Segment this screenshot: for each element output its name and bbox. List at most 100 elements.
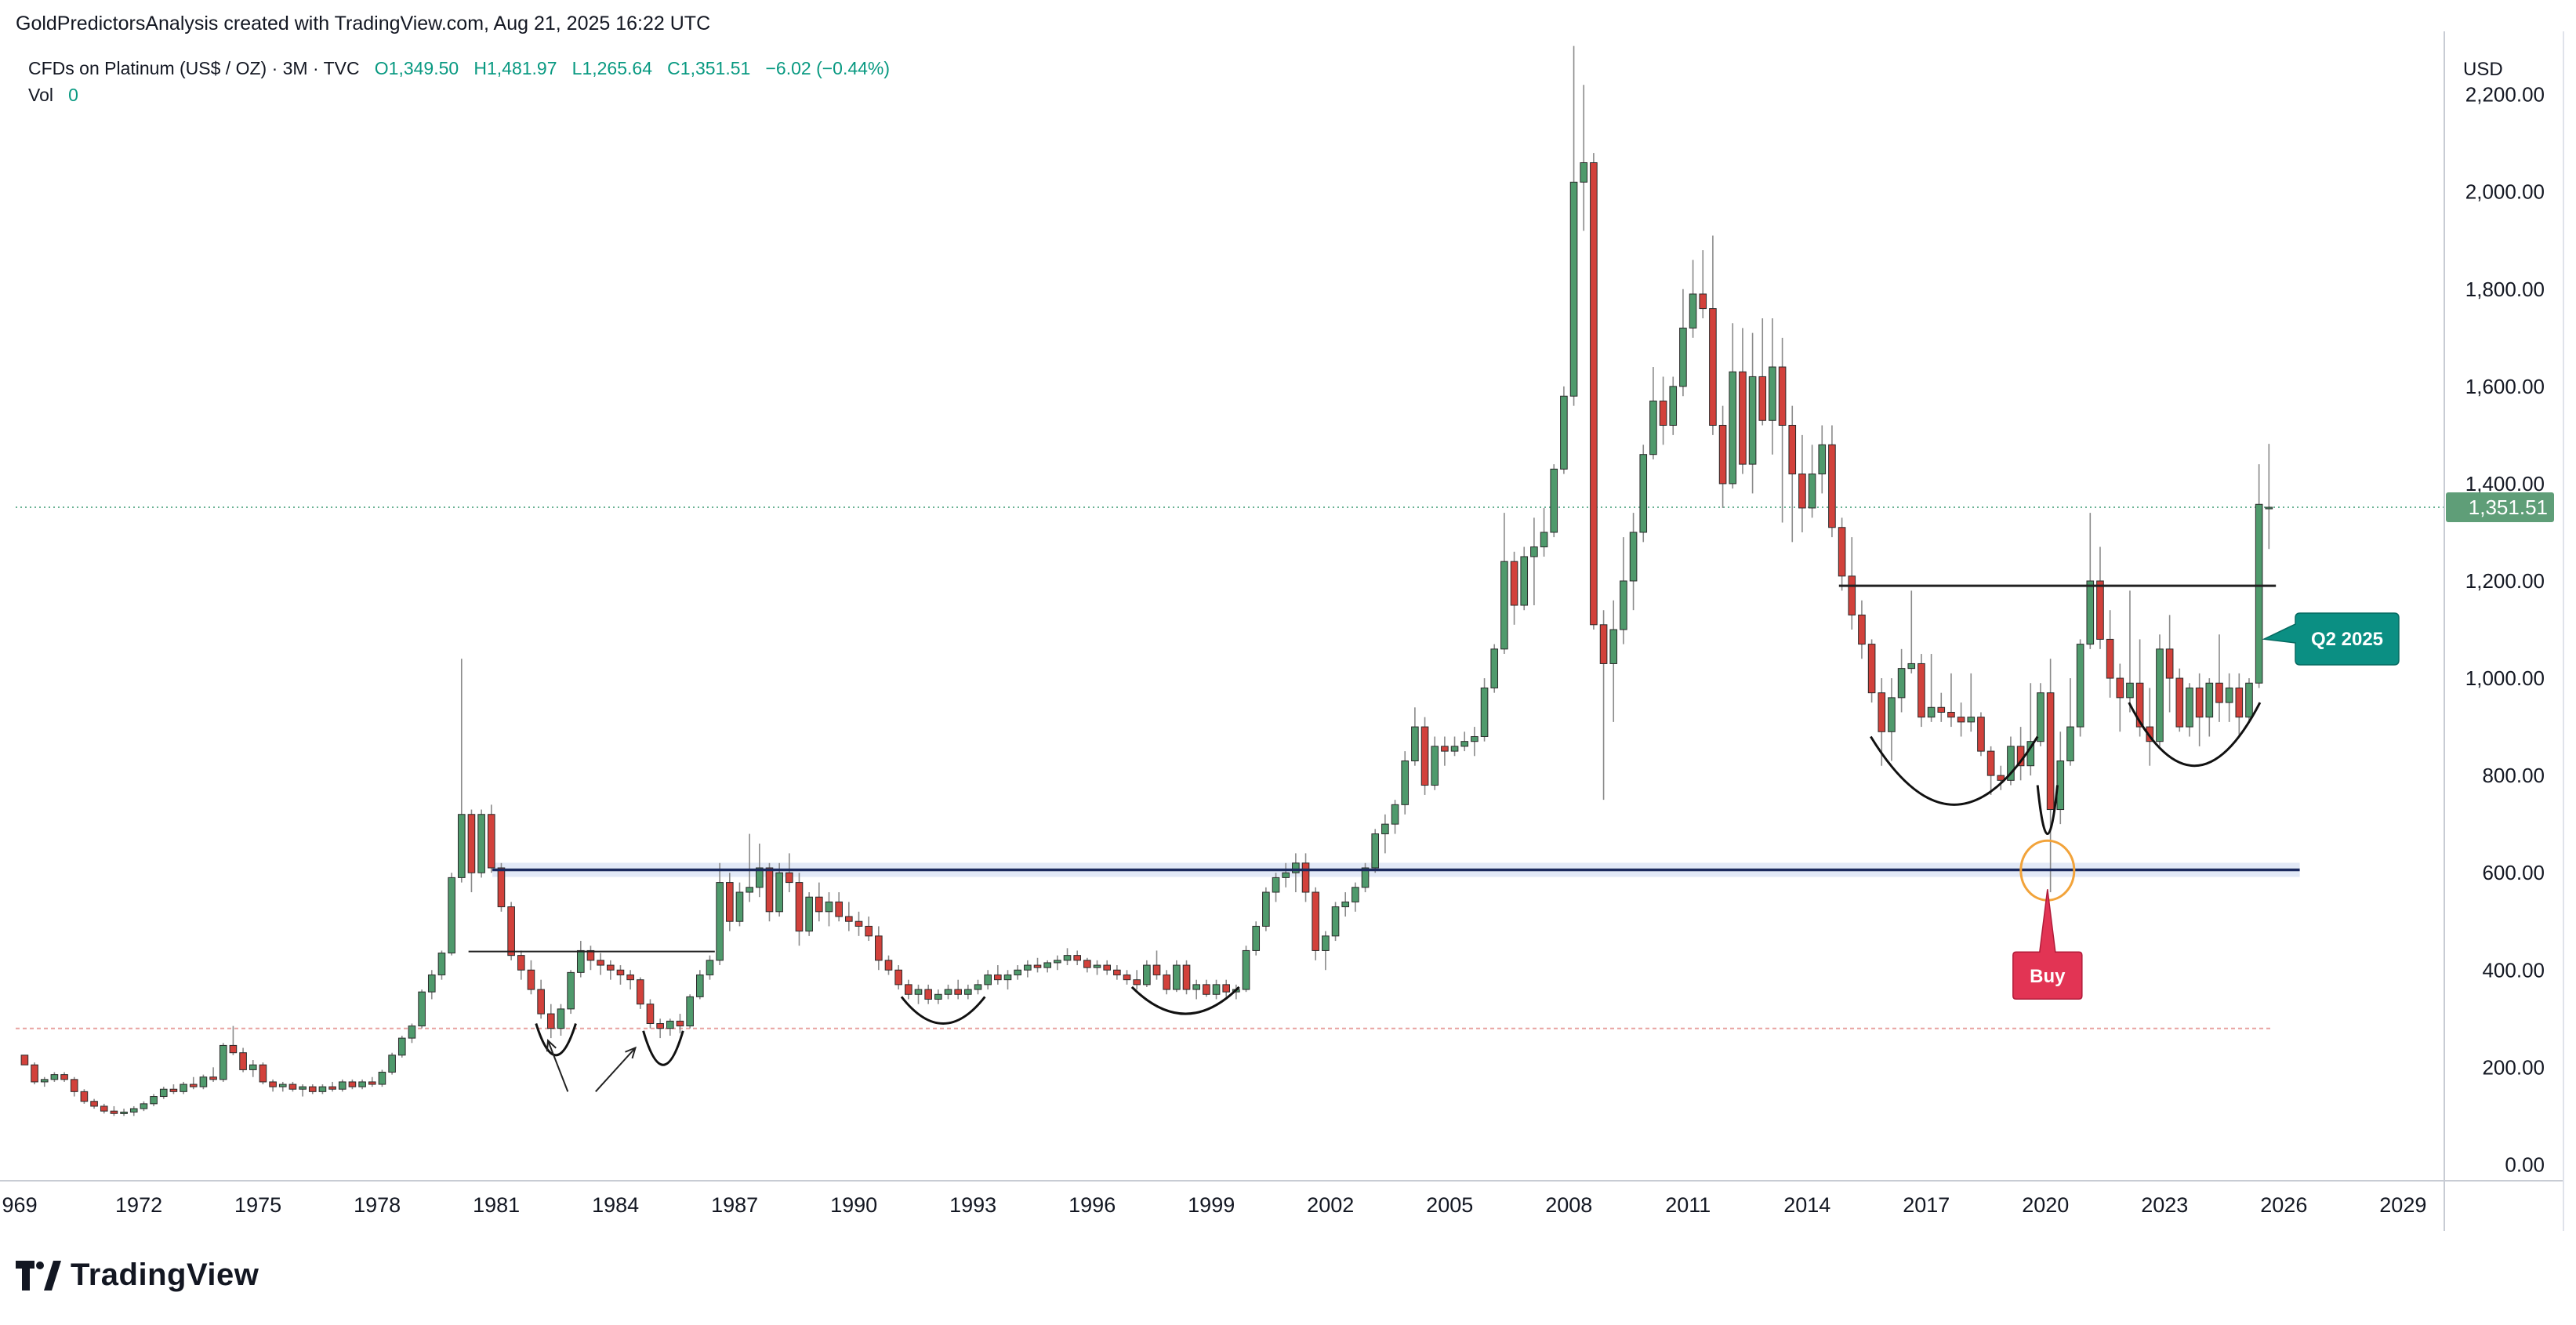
candle-down bbox=[1103, 964, 1111, 971]
candle-up bbox=[1520, 556, 1529, 606]
candle-up bbox=[1620, 580, 1627, 630]
candle-down bbox=[845, 916, 853, 922]
candle-up bbox=[944, 989, 952, 995]
candle-down bbox=[905, 984, 912, 995]
candle-up bbox=[1063, 955, 1072, 961]
q2-2025-label: Q2 2025 bbox=[2311, 629, 2383, 650]
candle-down bbox=[60, 1074, 68, 1080]
candle-up bbox=[249, 1064, 257, 1070]
candle-up bbox=[159, 1088, 168, 1098]
candle-up bbox=[805, 896, 813, 932]
candle-down bbox=[259, 1064, 267, 1083]
candle-down bbox=[726, 882, 734, 922]
time-tick-label: 1981 bbox=[473, 1193, 520, 1217]
rounding-bottom-arc bbox=[1870, 735, 2039, 806]
candle-up bbox=[278, 1084, 287, 1087]
candle-down bbox=[1788, 424, 1797, 475]
candle-down bbox=[229, 1044, 238, 1054]
change-value: −6.02 (−0.44%) bbox=[765, 58, 891, 78]
time-tick-label: 1993 bbox=[949, 1193, 996, 1217]
candle-down bbox=[487, 814, 495, 869]
close-value: C1,351.51 bbox=[667, 58, 751, 78]
candle-up bbox=[1371, 833, 1380, 869]
candle-down bbox=[676, 1020, 684, 1027]
candle-up bbox=[1967, 717, 1976, 723]
candle-down bbox=[1083, 960, 1091, 968]
candle-up bbox=[775, 872, 783, 913]
candle-down bbox=[1858, 614, 1866, 645]
candle-down bbox=[348, 1081, 357, 1087]
candle-down bbox=[1848, 575, 1856, 615]
candle-up bbox=[735, 891, 744, 922]
candle-up bbox=[1530, 546, 1538, 557]
candle-up bbox=[448, 877, 455, 954]
candle-up bbox=[1540, 532, 1548, 548]
candle-up bbox=[1748, 376, 1757, 465]
candle-up bbox=[1649, 400, 1657, 456]
candle-up bbox=[418, 991, 426, 1027]
candle-up bbox=[408, 1026, 416, 1039]
candle-up bbox=[1043, 962, 1051, 968]
candle-up bbox=[696, 974, 704, 997]
candle-up bbox=[1192, 984, 1201, 990]
tradingview-logo-icon bbox=[16, 1260, 61, 1291]
candle-up bbox=[388, 1055, 396, 1073]
candle-down bbox=[2215, 682, 2223, 703]
candle-up bbox=[299, 1086, 307, 1090]
candle-down bbox=[636, 979, 644, 1005]
candle-down bbox=[835, 901, 843, 917]
candle-down bbox=[1301, 862, 1310, 893]
time-tick-label: 2002 bbox=[1307, 1193, 1354, 1217]
candle-up bbox=[1341, 901, 1350, 908]
candle-up bbox=[2086, 580, 2095, 645]
candle-up bbox=[2245, 682, 2253, 718]
brand-name: TradingView bbox=[71, 1258, 259, 1292]
candle-up bbox=[2205, 682, 2214, 718]
candle-down bbox=[1113, 969, 1121, 975]
candle-down bbox=[1420, 726, 1429, 786]
candle-down bbox=[884, 960, 893, 971]
legend-ohlc-row: CFDs on Platinum (US$ / OZ) · 3M · TVC O… bbox=[28, 55, 890, 82]
candle-up bbox=[1054, 960, 1061, 964]
candle-up bbox=[1401, 761, 1410, 805]
candle-up bbox=[1639, 454, 1648, 533]
candle-down bbox=[1123, 974, 1131, 981]
symbol-legend: CFDs on Platinum (US$ / OZ) · 3M · TVC O… bbox=[28, 55, 890, 108]
candle-up bbox=[1679, 327, 1687, 387]
candle-down bbox=[2146, 726, 2154, 742]
arrow-shaft bbox=[595, 1047, 637, 1093]
candle-up bbox=[1014, 969, 1021, 975]
candle-down bbox=[1957, 717, 1965, 723]
candle-down bbox=[368, 1081, 376, 1085]
candle-up bbox=[1262, 891, 1270, 927]
arrow-head bbox=[546, 1039, 557, 1052]
candle-down bbox=[80, 1091, 89, 1102]
candle-down bbox=[328, 1086, 336, 1090]
candle-up bbox=[964, 989, 972, 995]
candle-down bbox=[189, 1084, 198, 1087]
candle-up bbox=[1292, 862, 1300, 873]
candle-down bbox=[1699, 293, 1707, 310]
candle-up bbox=[120, 1111, 128, 1114]
vol-label[interactable]: Vol bbox=[28, 85, 53, 105]
candle-up bbox=[1024, 964, 1032, 971]
candle-down bbox=[1977, 717, 1985, 752]
annotation-layer: Buy Q2 2025 bbox=[468, 584, 2400, 1093]
tradingview-brand[interactable]: TradingView bbox=[16, 1258, 259, 1293]
candle-up bbox=[1560, 395, 1568, 470]
candle-up bbox=[706, 960, 714, 975]
arrow-head bbox=[625, 1046, 637, 1059]
candle-down bbox=[70, 1079, 78, 1092]
candle-down bbox=[815, 896, 823, 913]
candle-up bbox=[1381, 823, 1389, 835]
candle-down bbox=[20, 1055, 29, 1065]
candle-up bbox=[1818, 444, 1827, 475]
time-tick-label: 1975 bbox=[234, 1193, 281, 1217]
candle-up bbox=[1272, 877, 1280, 893]
candle-down bbox=[1878, 692, 1886, 732]
candle-down bbox=[527, 969, 535, 990]
candle-up bbox=[1431, 746, 1439, 786]
symbol-name[interactable]: CFDs on Platinum (US$ / OZ) · 3M · TVC bbox=[28, 58, 360, 78]
candle-up bbox=[984, 974, 992, 986]
